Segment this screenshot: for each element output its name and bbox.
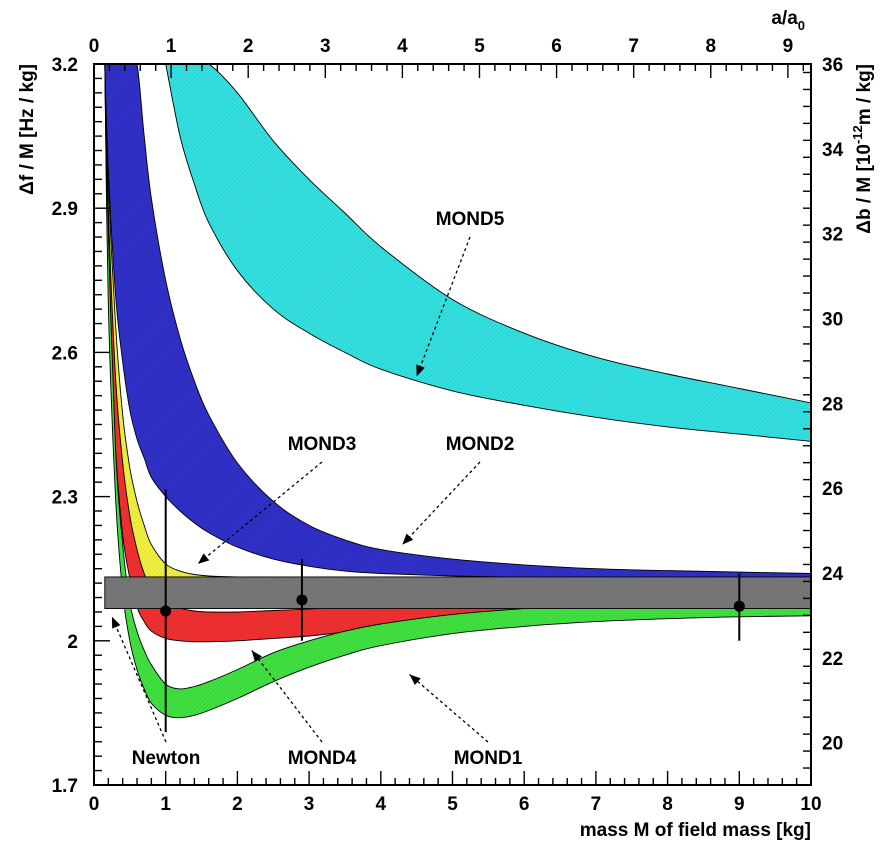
arrow-head [197, 553, 210, 564]
y-tick-label: 2.6 [52, 343, 78, 364]
annotation-newton: Newton [132, 748, 201, 769]
band-newton [104, 576, 811, 610]
band-outline-mond5 [165, 64, 811, 442]
y2-tick-label: 30 [822, 309, 843, 330]
arrow-head [416, 364, 425, 377]
data-point-2 [296, 559, 308, 641]
y2-tick-label: 28 [822, 394, 843, 415]
arrow-shaft [111, 616, 167, 743]
x-tick-label: 10 [800, 794, 821, 815]
arrow-mond5 [416, 236, 471, 377]
x-tick-label: 3 [304, 794, 315, 815]
annotation-mond4: MOND4 [288, 748, 357, 769]
x-tick-label: 7 [591, 794, 602, 815]
x-tick-label: 4 [376, 794, 387, 815]
x-tick-label: 9 [734, 794, 745, 815]
top-tick-label: 6 [551, 36, 562, 57]
top-tick-label: 1 [166, 36, 177, 57]
x-tick-label: 1 [160, 794, 171, 815]
x-tick-label: 0 [89, 794, 100, 815]
y-axis-label: Δf / M [Hz / kg] [17, 64, 38, 195]
top-tick-label: 9 [783, 36, 794, 57]
arrow-mond3 [197, 461, 323, 565]
data-marker [160, 605, 172, 617]
arrow-shaft [409, 673, 489, 743]
y2-axis-label: Δb / M [10-12m / kg] [850, 64, 875, 234]
top-tick-label: 0 [89, 36, 100, 57]
annotation-mond5: MOND5 [436, 209, 505, 230]
y-tick-label: 3.2 [52, 55, 78, 76]
arrow-shaft [251, 650, 323, 743]
bands-layer [104, 64, 811, 719]
x-tick-label: 8 [662, 794, 673, 815]
band-mond5 [165, 64, 811, 442]
band-outline-newton [104, 576, 811, 610]
top-tick-label: 7 [628, 36, 639, 57]
data-point-1 [160, 489, 172, 733]
y2-tick-label: 36 [822, 55, 843, 76]
annotation-labels-layer: MOND5 MOND2 MOND3 Newton MOND4 MOND1 [132, 209, 523, 769]
arrow-mond1 [409, 673, 489, 743]
top-tick-label: 8 [705, 36, 716, 57]
data-points-layer [160, 489, 745, 733]
y2-tick-label: 20 [822, 734, 843, 755]
arrow-shaft [197, 461, 323, 565]
top-tick-label: 4 [397, 36, 408, 57]
y-tick-label: 2.9 [52, 199, 78, 220]
arrow-head [409, 674, 421, 686]
axes-layer: 0 1 2 3 4 5 6 7 8 9 100 1 2 3 4 5 6 7 8 91.722.32.62.93.220… [52, 36, 844, 815]
annotation-mond3: MOND3 [288, 434, 357, 455]
top-tick-label: 3 [320, 36, 331, 57]
y-tick-label: 2 [67, 632, 78, 653]
x-axis-label: mass M of field mass [kg] [580, 820, 811, 841]
arrow-head [402, 533, 414, 545]
arrow-newton [111, 616, 167, 743]
x-tick-label: 6 [519, 794, 530, 815]
y2-tick-label: 32 [822, 225, 843, 246]
arrow-shaft [401, 461, 481, 546]
data-point-3 [733, 573, 745, 641]
arrow-mond4 [251, 650, 323, 743]
top-tick-label: 2 [243, 36, 254, 57]
top-axis-label: a/a0 [771, 8, 805, 33]
top-tick-label: 5 [474, 36, 485, 57]
y2-tick-label: 24 [822, 564, 844, 585]
y-tick-label: 1.7 [52, 776, 78, 797]
y2-tick-label: 34 [822, 140, 844, 161]
arrow-shaft [416, 236, 471, 377]
data-marker [733, 600, 745, 612]
arrow-head [251, 650, 263, 662]
data-marker [296, 594, 308, 606]
y-tick-label: 2.3 [52, 488, 78, 509]
annotation-mond2: MOND2 [446, 434, 515, 455]
annotation-arrows-layer [111, 236, 489, 743]
x-tick-label: 2 [232, 794, 243, 815]
annotation-mond1: MOND1 [454, 748, 523, 769]
y2-tick-label: 22 [822, 649, 843, 670]
y2-tick-label: 26 [822, 479, 843, 500]
arrow-mond2 [401, 461, 481, 546]
arrow-head [111, 616, 121, 629]
x-tick-label: 5 [447, 794, 458, 815]
